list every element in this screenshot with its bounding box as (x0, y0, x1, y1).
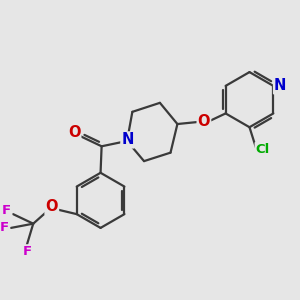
Text: F: F (2, 204, 11, 217)
Text: O: O (198, 114, 210, 129)
Text: O: O (46, 199, 58, 214)
Text: Cl: Cl (256, 143, 270, 156)
Text: N: N (274, 78, 286, 93)
Text: F: F (0, 221, 9, 234)
Text: F: F (22, 245, 32, 258)
Text: N: N (122, 132, 134, 147)
Text: O: O (68, 125, 80, 140)
